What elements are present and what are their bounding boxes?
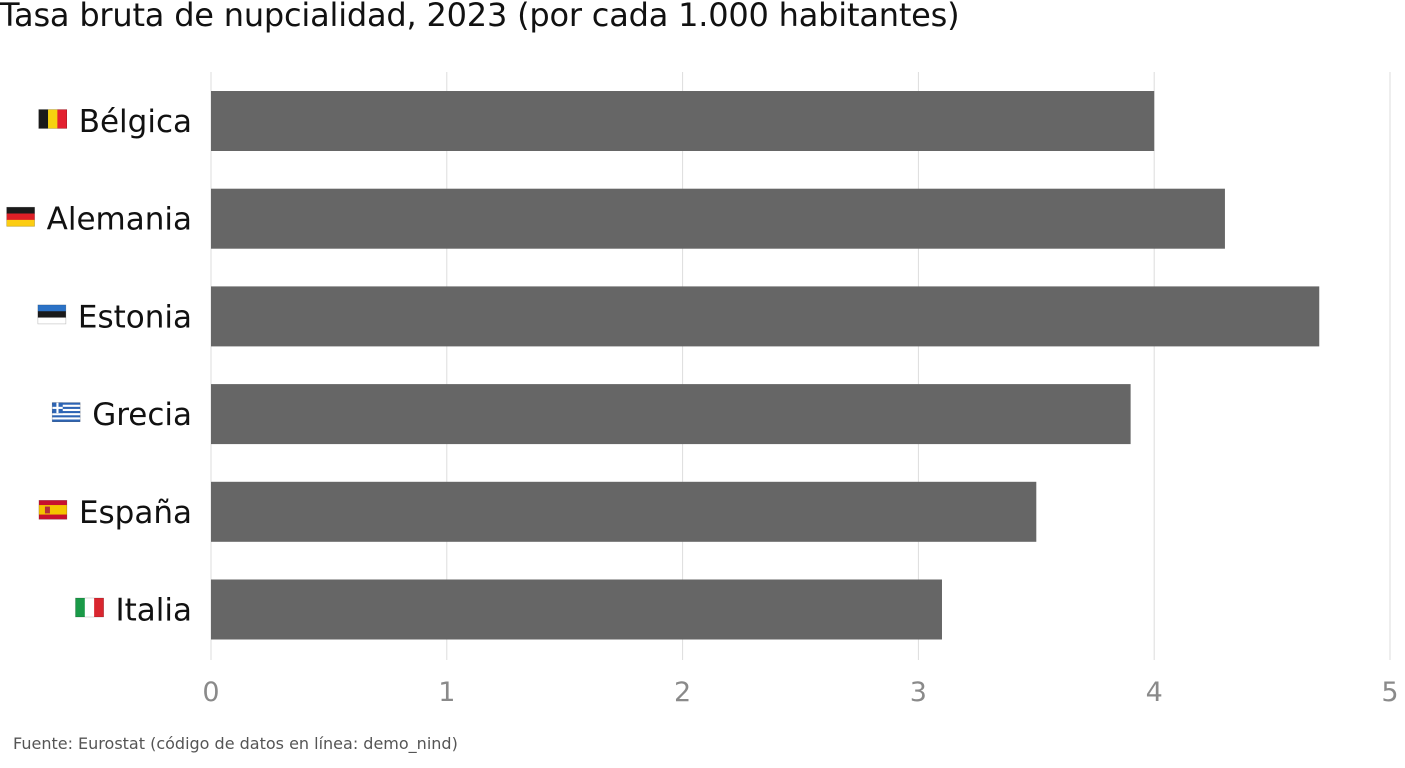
flag-greece-icon — [51, 402, 81, 422]
gridlines — [210, 72, 1391, 660]
x-axis-ticks: 0 1 2 3 4 5 — [202, 677, 1398, 708]
bar-grecia — [211, 384, 1131, 445]
flag-italy-icon — [75, 597, 104, 618]
bars — [211, 91, 1320, 640]
flag-germany-icon — [6, 206, 35, 227]
bar-italia — [211, 579, 942, 640]
chart-title: Tasa bruta de nupcialidad, 2023 (por cad… — [0, 0, 960, 34]
category-label: Alemania — [47, 202, 192, 238]
bar-belgica — [211, 91, 1155, 151]
flag-estonia-icon — [37, 304, 67, 325]
category-labels: Bélgica Alemania Estonia Grecia España Italia — [6, 104, 192, 629]
x-tick-label: 2 — [674, 677, 691, 708]
x-tick-label: 0 — [202, 677, 219, 708]
category-label: Estonia — [78, 299, 192, 335]
category-label: Italia — [115, 593, 192, 629]
flag-spain-icon — [38, 499, 68, 520]
category-label: España — [79, 495, 192, 531]
bar-espana — [211, 481, 1037, 542]
category-label: Grecia — [92, 397, 192, 433]
category-label: Bélgica — [79, 104, 192, 140]
bar-alemania — [211, 188, 1225, 249]
x-tick-label: 3 — [910, 677, 927, 708]
x-tick-label: 1 — [438, 677, 455, 708]
flag-belgium-icon — [38, 109, 68, 129]
source-note: Fuente: Eurostat (código de datos en lín… — [13, 734, 458, 753]
bar-estonia — [211, 286, 1320, 347]
x-tick-label: 4 — [1146, 677, 1163, 708]
x-tick-label: 5 — [1381, 677, 1398, 708]
